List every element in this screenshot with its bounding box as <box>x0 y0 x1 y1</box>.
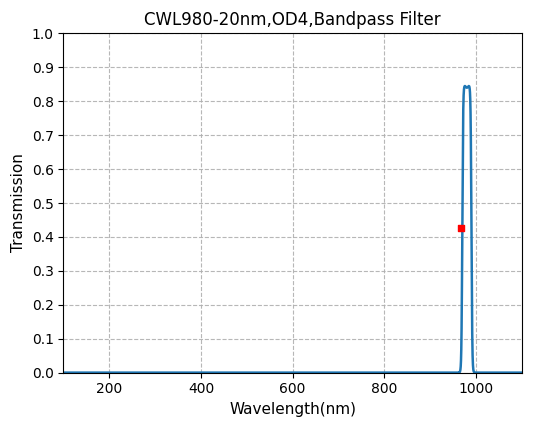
Point <box>457 225 466 232</box>
X-axis label: Wavelength(nm): Wavelength(nm) <box>229 402 356 417</box>
Title: CWL980-20nm,OD4,Bandpass Filter: CWL980-20nm,OD4,Bandpass Filter <box>144 11 441 29</box>
Y-axis label: Transmission: Transmission <box>11 154 26 253</box>
